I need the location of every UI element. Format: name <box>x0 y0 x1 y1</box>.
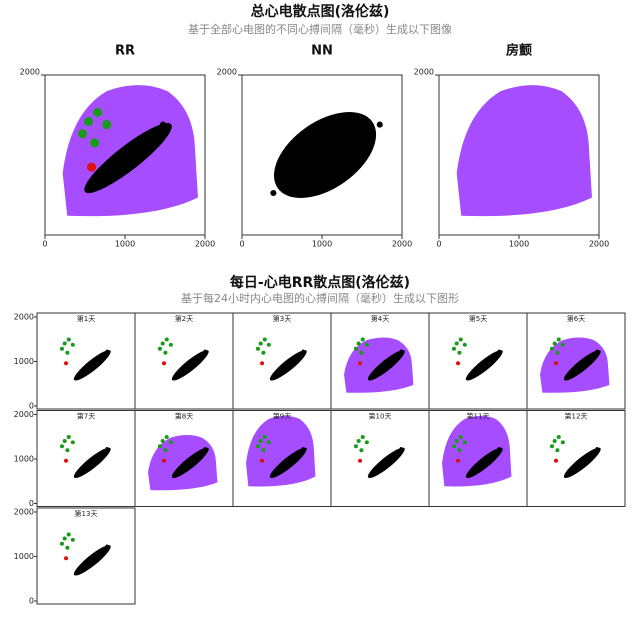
point-cloud <box>456 85 592 217</box>
point-cloud <box>70 346 114 385</box>
y-tick-label: 1000 <box>14 552 34 561</box>
panel-title: 第12天 <box>565 412 588 421</box>
x-tick-label: 1000 <box>312 240 332 249</box>
y-tick-label: 2000 <box>14 410 34 419</box>
x-tick-label: 0 <box>436 240 441 249</box>
title: 每日-心电RR散点图(洛伦兹) <box>230 274 410 291</box>
point-cloud <box>168 346 212 385</box>
y-tick-label: 2000 <box>217 68 237 77</box>
subtitle: 基于全部心电图的不同心搏间隔（毫秒）生成以下图像 <box>188 22 452 36</box>
x-tick-label: 1000 <box>509 240 529 249</box>
panel-title: NN <box>311 44 333 59</box>
point-cloud <box>59 435 75 463</box>
panel-title: 第7天 <box>77 412 95 421</box>
panel-title: 第9天 <box>273 412 291 421</box>
x-tick-label: 1000 <box>115 240 135 249</box>
panel-title: 第4天 <box>371 314 389 323</box>
point-cloud <box>59 337 75 366</box>
point-cloud <box>266 346 310 385</box>
panel-title: 第6天 <box>567 314 585 323</box>
title: 总心电散点图(洛伦兹) <box>251 3 390 20</box>
y-tick-label: 0 <box>29 402 34 411</box>
point-cloud <box>451 337 467 366</box>
x-tick-label: 0 <box>42 240 47 249</box>
y-tick-label: 0 <box>29 499 34 508</box>
plot-frame <box>428 312 528 410</box>
plot-frame <box>134 312 234 410</box>
point-cloud <box>258 94 392 216</box>
plot-frame <box>232 312 332 410</box>
plot-frame <box>526 312 626 410</box>
subtitle: 基于每24小时内心电图的心搏间隔（毫秒）生成以下图形 <box>181 291 459 305</box>
x-tick-label: 2000 <box>589 240 609 249</box>
point-cloud <box>157 337 173 366</box>
plot-frame <box>526 410 626 507</box>
y-tick-label: 2000 <box>414 68 434 77</box>
panel-title: 第5天 <box>469 314 487 323</box>
panel-title: 第8天 <box>175 412 193 421</box>
y-tick-label: 2000 <box>20 68 40 77</box>
point-cloud <box>70 541 114 580</box>
panel-title: 第2天 <box>175 314 193 323</box>
x-tick-label: 2000 <box>195 240 215 249</box>
plot-frame <box>36 507 136 605</box>
panel-title: 第11天 <box>467 412 490 421</box>
point-cloud <box>255 337 271 366</box>
y-tick-label: 2000 <box>14 508 34 517</box>
point-cloud <box>364 444 408 482</box>
point-cloud <box>353 435 369 463</box>
y-tick-label: 1000 <box>14 455 34 464</box>
plot-frame <box>330 410 430 507</box>
y-tick-label: 1000 <box>14 357 34 366</box>
x-tick-label: 2000 <box>392 240 412 249</box>
point-cloud <box>59 532 75 561</box>
panel-title: 第1天 <box>77 314 95 323</box>
x-tick-label: 0 <box>239 240 244 249</box>
point-cloud <box>549 435 565 463</box>
panel-title: 第13天 <box>75 509 98 518</box>
panel-title: 第10天 <box>369 412 392 421</box>
plot-frame <box>36 410 136 507</box>
point-cloud <box>70 444 114 482</box>
point-cloud <box>462 346 506 385</box>
y-tick-label: 2000 <box>14 313 34 322</box>
panel-title: 第3天 <box>273 314 291 323</box>
panel-title: 房颤 <box>506 43 532 59</box>
point-cloud <box>560 444 604 482</box>
panel-title: RR <box>115 44 135 59</box>
plot-frame <box>36 312 136 410</box>
y-tick-label: 0 <box>29 597 34 606</box>
